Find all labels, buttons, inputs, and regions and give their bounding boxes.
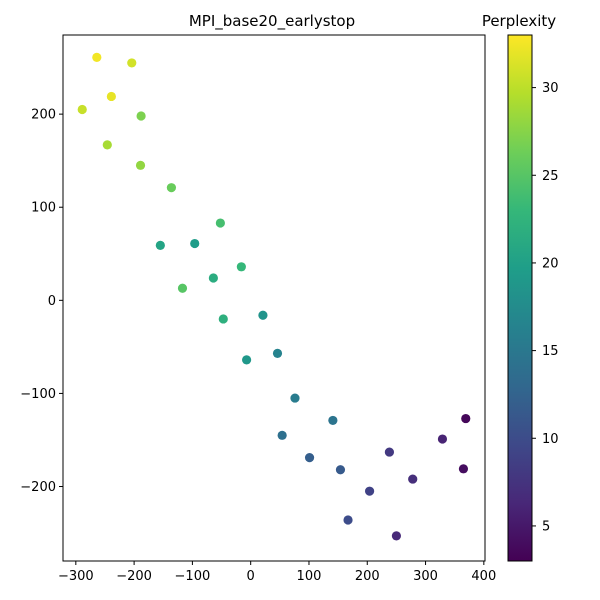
scatter-point <box>461 413 471 424</box>
scatter-point <box>408 474 418 484</box>
y-tick-label: −100 <box>20 387 56 402</box>
x-tick-label: −100 <box>175 569 211 584</box>
y-tick-label: −200 <box>20 480 56 495</box>
scatter-point <box>106 91 116 102</box>
scatter-point <box>92 52 102 62</box>
colorbar-tick-label: 15 <box>542 344 559 359</box>
scatter-points <box>77 52 471 541</box>
scatter-point <box>304 453 315 463</box>
x-tick-label: −200 <box>116 569 152 584</box>
scatter-point <box>335 465 346 475</box>
scatter-point <box>242 355 252 365</box>
x-tick-label: 100 <box>297 569 322 584</box>
plot-frame <box>62 34 486 562</box>
colorbar-tick-label: 30 <box>542 81 559 96</box>
scatter-point <box>166 183 177 193</box>
y-tick-label: 0 <box>48 294 56 309</box>
scatter-point <box>328 415 338 426</box>
scatter-point <box>391 531 402 541</box>
scatter-point <box>364 486 375 496</box>
scatter-point <box>136 111 146 121</box>
plot-area <box>62 34 486 562</box>
x-tick-label: 300 <box>413 569 438 584</box>
scatter-point <box>218 314 228 324</box>
colorbar-tick-label: 20 <box>542 256 559 271</box>
scatter-point <box>190 238 200 249</box>
colorbar-label: Perplexity <box>482 12 556 30</box>
colorbar-tick-label: 10 <box>542 432 559 447</box>
scatter-point <box>258 310 268 320</box>
colorbar-scale <box>507 34 533 562</box>
y-axis: −200 −100 0 100 200 <box>20 108 63 495</box>
scatter-point <box>384 447 395 457</box>
scatter-point <box>215 218 225 228</box>
x-axis: −300 −200 −100 0 100 200 300 400 <box>58 561 496 584</box>
scatter-point <box>208 273 218 283</box>
scatter-point <box>127 58 137 68</box>
scatter-point <box>155 240 165 250</box>
scatter-point <box>135 160 146 170</box>
colorbar-tick-label: 5 <box>542 519 550 534</box>
scatter-point <box>343 515 353 525</box>
scatter-point <box>177 283 188 293</box>
scatter-point <box>272 348 283 358</box>
chart-title: MPI_base20_earlystop <box>189 12 355 31</box>
scatter-point <box>277 430 287 440</box>
x-tick-label: 0 <box>247 569 255 584</box>
colorbar-tick-label: 25 <box>542 169 559 184</box>
colorbar: 5 10 15 20 25 30 <box>507 34 559 562</box>
scatter-point <box>77 104 87 115</box>
scatter-point <box>437 434 448 444</box>
y-tick-label: 100 <box>31 201 56 216</box>
y-tick-label: 200 <box>31 108 56 123</box>
x-tick-label: 200 <box>355 569 380 584</box>
scatter-point <box>290 393 300 403</box>
x-tick-label: −300 <box>58 569 94 584</box>
x-tick-label: 400 <box>471 569 496 584</box>
scatter-point <box>236 262 246 272</box>
scatter-point <box>458 464 469 474</box>
scatter-point <box>102 140 112 150</box>
